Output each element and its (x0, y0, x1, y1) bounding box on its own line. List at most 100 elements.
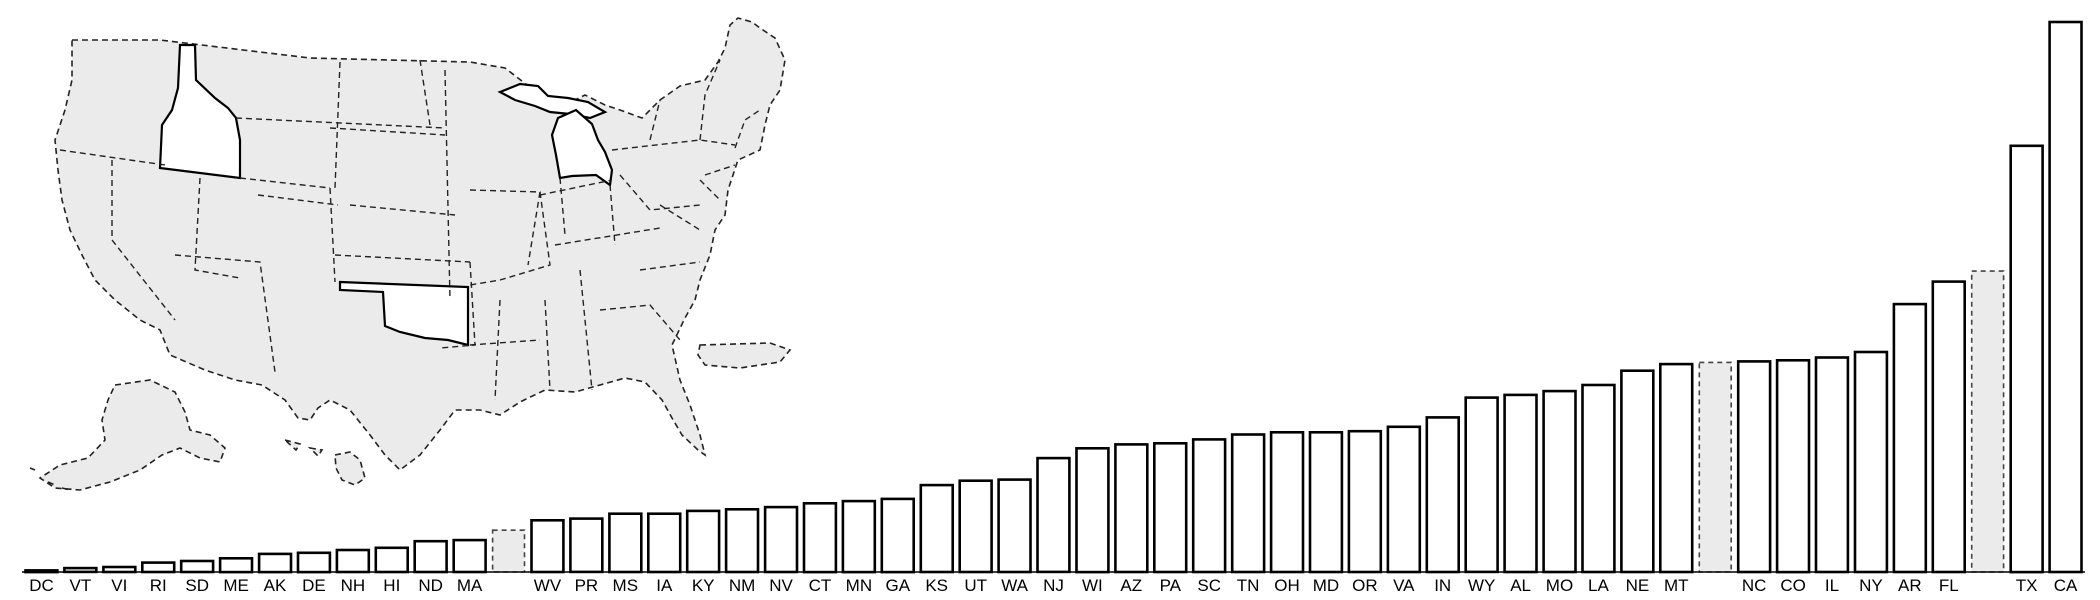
map-hawaii-islands (284, 439, 324, 458)
bar-fl (1931, 280, 1967, 574)
bar-al (1503, 393, 1538, 574)
bar-mt (1659, 362, 1694, 574)
tick-labels-layer: DC VT VI RI SD ME AK DE NH HI ND MA WV PR MS IA KY NM NV CT… (29, 576, 2078, 595)
bar-wv (530, 518, 565, 574)
bar-az (1114, 443, 1149, 574)
tick-label-ne: NE (1626, 576, 1650, 595)
tick-label-nv: NV (769, 576, 793, 595)
tick-label-al: AL (1510, 576, 1531, 595)
tick-label-ak: AK (264, 576, 287, 595)
bar-sd (179, 559, 215, 574)
bar-mn (841, 499, 877, 574)
tick-label-ms: MS (613, 576, 639, 595)
bar-sc (1191, 438, 1227, 574)
map-alaska (38, 379, 226, 491)
bar-pa (1153, 441, 1188, 574)
tick-label-ri: RI (150, 576, 167, 595)
tick-label-va: VA (1393, 576, 1415, 595)
bar-de (296, 551, 332, 574)
tick-label-in: IN (1434, 576, 1451, 595)
map-hawaii (334, 451, 366, 486)
bar-in (1425, 416, 1461, 574)
tick-label-ar: AR (1898, 576, 1922, 595)
tick-label-nd: ND (418, 576, 443, 595)
tick-label-hi: HI (383, 576, 400, 595)
bar-nc (1736, 360, 1772, 574)
bar-ca (2048, 20, 2083, 574)
tick-label-ma: MA (457, 576, 483, 595)
bar-unlabeled-50 (1970, 270, 2005, 573)
tick-label-dc: DC (29, 576, 54, 595)
tick-label-ut: UT (964, 576, 987, 595)
tick-label-ga: GA (886, 576, 911, 595)
bar-nh (335, 548, 371, 574)
bar-ne (1620, 369, 1655, 574)
bar-ak (257, 552, 293, 574)
tick-label-pr: PR (575, 576, 599, 595)
bar-nm (724, 507, 760, 574)
tick-label-mn: MN (846, 576, 872, 595)
tick-label-ks: KS (925, 576, 948, 595)
tick-label-wa: WA (1001, 576, 1028, 595)
bar-or (1347, 429, 1383, 574)
bar-ut (958, 479, 993, 574)
map-alaska-islands (29, 467, 71, 491)
tick-label-ky: KY (692, 576, 715, 595)
tick-label-co: CO (1780, 576, 1806, 595)
bar-pr (569, 517, 604, 574)
tick-label-nm: NM (729, 576, 755, 595)
tick-label-il: IL (1825, 576, 1839, 595)
map-puerto-rico (697, 342, 792, 369)
bar-ky (685, 509, 721, 574)
bar-unlabeled-12 (491, 529, 526, 573)
tick-label-me: ME (223, 576, 249, 595)
bar-ms (608, 512, 643, 574)
bar-oh (1269, 430, 1305, 574)
bar-hi (374, 546, 409, 574)
bar-nd (413, 539, 448, 574)
tick-label-tn: TN (1237, 576, 1260, 595)
bar-ks (919, 483, 954, 574)
map-idaho (158, 43, 242, 180)
bar-nj (1036, 456, 1071, 574)
bar-me (218, 556, 254, 574)
tick-label-wy: WY (1468, 576, 1495, 595)
tick-label-nc: NC (1742, 576, 1767, 595)
bar-ri (141, 561, 176, 574)
bars-layer (24, 20, 2083, 574)
bar-ga (880, 497, 915, 574)
bar-ct (802, 501, 838, 574)
bar-md (1308, 430, 1344, 574)
bar-wy (1464, 396, 1499, 574)
tick-label-mo: MO (1546, 576, 1573, 595)
tick-label-nh: NH (341, 576, 366, 595)
tick-label-la: LA (1588, 576, 1609, 595)
bar-nv (763, 505, 799, 574)
bar-ma (452, 538, 487, 574)
tick-label-tx: TX (2016, 576, 2038, 595)
tick-label-nj: NJ (1043, 576, 1064, 595)
map-oklahoma (338, 280, 470, 347)
bar-ar (1892, 302, 1928, 574)
tick-label-wi: WI (1082, 576, 1103, 595)
tick-label-md: MD (1313, 576, 1339, 595)
map-michigan-upper (497, 82, 608, 120)
tick-label-sc: SC (1197, 576, 1221, 595)
bar-co (1775, 358, 1811, 574)
bar-tx (2009, 144, 2044, 574)
tick-label-ct: CT (809, 576, 832, 595)
bar-tn (1230, 433, 1266, 574)
tick-label-sd: SD (185, 576, 209, 595)
tick-label-ny: NY (1859, 576, 1883, 595)
tick-label-oh: OH (1274, 576, 1300, 595)
bar-wa (997, 478, 1032, 574)
bar-il (1814, 356, 1850, 574)
tick-label-or: OR (1352, 576, 1378, 595)
bar-ia (646, 512, 682, 574)
tick-label-ca: CA (2054, 576, 2078, 595)
bar-mo (1542, 389, 1577, 574)
tick-label-vi: VI (111, 576, 127, 595)
tick-label-wv: WV (534, 576, 562, 595)
bar-ny (1853, 350, 1889, 574)
tick-label-az: AZ (1120, 576, 1142, 595)
